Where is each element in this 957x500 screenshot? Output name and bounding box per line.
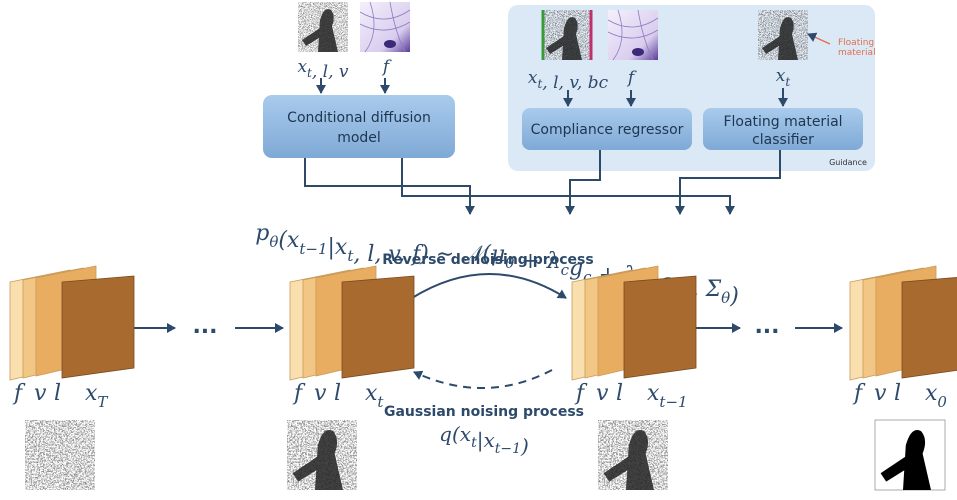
layer <box>62 276 134 378</box>
layer-label: l <box>616 381 623 406</box>
panel-label: Guidance <box>829 158 867 167</box>
math-part: |x <box>327 235 347 260</box>
annotation: Floating <box>838 38 874 48</box>
thumbnail <box>598 420 668 490</box>
layer-label: f <box>292 381 306 406</box>
math-part: (x <box>278 228 300 253</box>
thumbnail <box>298 2 348 52</box>
layer-label: l <box>54 381 61 406</box>
layer-stack <box>572 266 696 380</box>
thumbnail <box>25 420 95 490</box>
math-part: x <box>297 57 307 77</box>
layer <box>342 276 414 378</box>
forward-arrow <box>414 370 552 388</box>
math-subscript: θ <box>269 233 278 251</box>
layer-label: f <box>12 381 26 406</box>
layer-label: v <box>874 381 887 406</box>
arrow <box>305 158 470 214</box>
math-subscript: t−1 <box>495 441 521 457</box>
math-part: x <box>365 381 378 406</box>
thumbnail <box>287 420 357 490</box>
ellipsis: ... <box>192 314 217 339</box>
math-part: ) <box>729 284 739 309</box>
math-part: f <box>381 57 392 77</box>
box-label: classifier <box>752 132 814 148</box>
thumbnail <box>542 10 592 60</box>
math-part: |x <box>477 428 495 453</box>
math-subscript: θ <box>721 289 730 307</box>
thumbnail <box>360 2 410 52</box>
math-part: x <box>925 381 938 406</box>
layer-label: l <box>334 381 341 406</box>
layer <box>902 276 957 378</box>
math-part: x <box>528 68 538 88</box>
diagram: xt, l, vfConditional diffusionmodelxt, l… <box>0 0 957 500</box>
math-part: p <box>255 221 269 246</box>
reverse-arrow <box>412 274 566 298</box>
math-subscript: t <box>377 393 384 411</box>
ellipsis: ... <box>754 314 779 339</box>
layer <box>624 276 696 378</box>
math-subscript: 0 <box>937 393 947 411</box>
math-subscript: t <box>785 75 790 89</box>
layer-label: f <box>852 381 866 406</box>
box-label: Conditional diffusion <box>287 110 431 126</box>
process-label: Gaussian noising process <box>384 404 584 420</box>
thumbnail <box>875 420 945 490</box>
thumbnail <box>608 10 658 60</box>
formula: q(xt|xt−1) <box>439 422 529 458</box>
state-label: xT <box>85 381 108 411</box>
box-label: Floating material <box>723 114 842 130</box>
math-part: , l, v <box>312 62 349 82</box>
layer-label: l <box>894 381 901 406</box>
math-subscript: T <box>97 393 108 411</box>
state-label: xt <box>365 381 384 411</box>
math-subscript: t−1 <box>659 393 687 411</box>
process-label: Reverse denoising process <box>382 252 593 268</box>
math-part: , l, v, bc <box>542 73 608 93</box>
math-part: q(x <box>439 422 471 446</box>
state-label: xt−1 <box>647 381 688 411</box>
math-part: x <box>647 381 660 406</box>
layer-stack <box>290 266 414 380</box>
box-label: model <box>337 130 381 146</box>
annotation: material <box>838 48 876 58</box>
input-label: f <box>381 57 392 77</box>
layer-stack <box>10 266 134 380</box>
math-part: x <box>776 66 786 86</box>
input-label: xt, l, v <box>297 57 348 82</box>
layer-stack <box>850 266 957 380</box>
layer-label: v <box>34 381 47 406</box>
layer-label: f <box>574 381 588 406</box>
layer-label: v <box>314 381 327 406</box>
math-part: x <box>85 381 98 406</box>
layer-label: v <box>596 381 609 406</box>
box-label: Compliance regressor <box>531 122 684 138</box>
math-subscript: t−1 <box>299 240 327 258</box>
state-label: x0 <box>925 381 947 411</box>
math-part: ) <box>520 434 529 458</box>
diffusion-box <box>263 95 455 158</box>
thumbnail <box>758 10 808 60</box>
